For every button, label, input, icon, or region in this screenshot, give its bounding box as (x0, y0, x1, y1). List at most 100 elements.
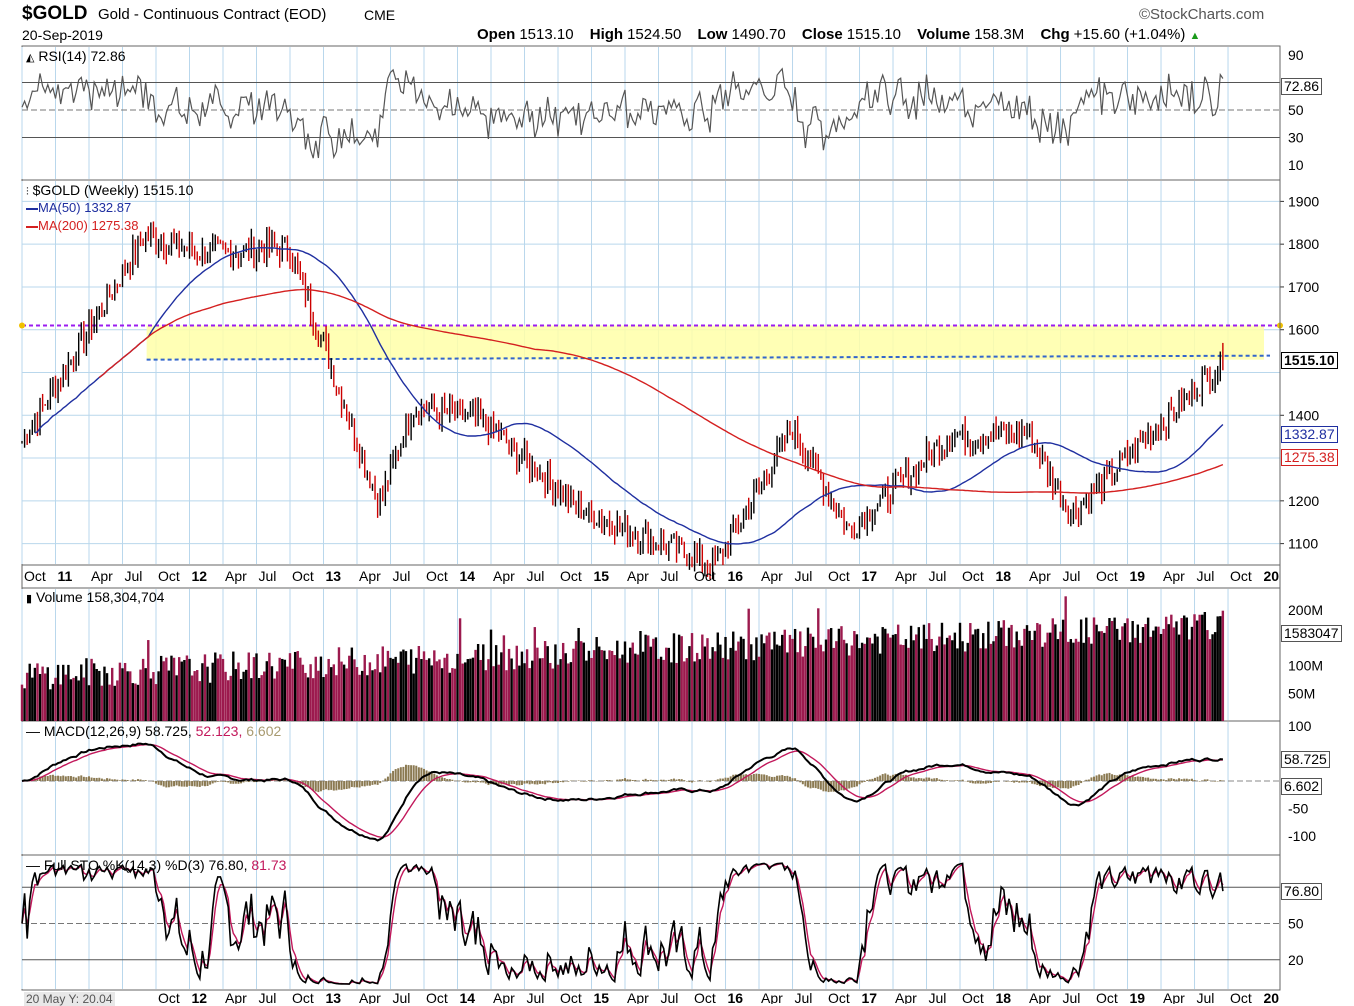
volume-bar (101, 686, 103, 721)
volume-bar (915, 634, 917, 721)
volume-bar (44, 673, 46, 721)
volume-bar (704, 646, 706, 721)
volume-bar (1196, 621, 1198, 721)
macd-hist-bar (67, 776, 69, 781)
macd-hist-bar (163, 781, 165, 787)
volume-bar (753, 660, 755, 721)
volume-bar (822, 651, 824, 721)
macd-hist-bar (982, 781, 984, 783)
volume-bar (1093, 617, 1095, 721)
volume-tick-label: 200M (1288, 602, 1323, 618)
volume-bar (54, 678, 56, 721)
macd-hist-bar (1023, 781, 1025, 782)
volume-bar (809, 634, 811, 721)
macd-hist-bar (1021, 781, 1023, 782)
macd-hist-bar (44, 776, 46, 781)
volume-bar (554, 644, 556, 721)
bottom-axis-label: 19 (1130, 990, 1146, 1004)
volume-bar (206, 667, 208, 721)
volume-bar (1052, 618, 1054, 721)
macd-hist-bar (1155, 779, 1157, 781)
volume-bar (735, 651, 737, 721)
bottom-axis-label: Jul (527, 990, 545, 1004)
price-label-text: $GOLD (Weekly) 1515.10 (33, 182, 194, 198)
volume-bar (964, 651, 966, 721)
volume-bar (201, 663, 203, 721)
volume-bar (222, 659, 224, 721)
volume-bar (882, 627, 884, 721)
macd-hist-bar (719, 779, 721, 781)
volume-bar (737, 642, 739, 721)
volume-bar (237, 663, 239, 721)
macd-hist-bar (320, 781, 322, 791)
volume-bar (281, 659, 283, 721)
volume-bar (80, 664, 82, 721)
macd-hist-bar (469, 781, 471, 782)
volume-bar (144, 668, 146, 721)
macd-hist-bar (606, 780, 608, 781)
macd-hist-bar (804, 781, 806, 786)
volume-bar (593, 650, 595, 721)
volume-bar (974, 629, 976, 721)
volume-bar (170, 656, 172, 721)
price-tick-label: 1900 (1288, 193, 1319, 209)
volume-bar (160, 656, 162, 721)
volume-bar (1121, 626, 1123, 721)
volume-bar (954, 633, 956, 721)
volume-bar (52, 684, 54, 721)
macd-hist-bar (1062, 781, 1064, 788)
macd-hist-bar (954, 780, 956, 781)
macd-hist-bar (114, 779, 116, 781)
macd-hist-bar (962, 780, 964, 781)
volume-bar (111, 668, 113, 721)
rsi-tick-label: 50 (1288, 102, 1304, 118)
macd-hist-bar (1060, 781, 1062, 788)
rsi-tick-label: 10 (1288, 157, 1304, 173)
macd-hist-bar (915, 778, 917, 781)
volume-bar (523, 663, 525, 721)
volume-bar (402, 650, 404, 721)
volume-bar (949, 635, 951, 721)
macd-hist-bar (848, 781, 850, 789)
macd-hist-bar (464, 781, 466, 782)
macd-hist-bar (356, 781, 358, 787)
macd-label-hist: 6.602 (246, 723, 281, 739)
date-axis-label: Oct (828, 568, 850, 584)
macd-hist-bar (96, 778, 98, 781)
bottom-axis-label: 12 (192, 990, 208, 1004)
macd-hist-bar (109, 779, 111, 781)
date-axis-label: Jul (1197, 568, 1215, 584)
macd-hist-bar (225, 781, 227, 782)
macd-hist-bar (1101, 775, 1103, 781)
macd-hist-bar (183, 781, 185, 787)
macd-hist-bar (887, 775, 889, 781)
volume-bar (338, 647, 340, 721)
date-axis-strip (22, 565, 1280, 588)
date-axis-label: 18 (996, 568, 1012, 584)
macd-hist-bar (709, 781, 711, 782)
volume-bar (1162, 629, 1164, 721)
volume-bar (309, 664, 311, 721)
volume-bar (807, 628, 809, 721)
brand-label[interactable]: ©StockCharts.com (1139, 6, 1264, 23)
date-axis-label: Apr (225, 568, 247, 584)
volume-bar (972, 634, 974, 721)
volume-bar (1064, 596, 1066, 721)
macd-hist-bar (632, 780, 634, 781)
macd-hist-bar (518, 781, 520, 785)
volume-bar (760, 634, 762, 721)
volume-bar (139, 670, 141, 721)
bottom-axis-label: Apr (225, 990, 247, 1004)
volume-bar (1160, 634, 1162, 721)
volume-bar (691, 633, 693, 721)
volume-bar (722, 658, 724, 721)
volume-label: Volume (917, 26, 970, 43)
macd-hist-bar (212, 781, 214, 783)
volume-bar (191, 675, 193, 721)
volume-bar (652, 639, 654, 721)
macd-hist-bar (116, 780, 118, 781)
volume-bar (389, 658, 391, 721)
open-value: 1513.10 (519, 26, 573, 43)
volume-bar (132, 683, 134, 721)
